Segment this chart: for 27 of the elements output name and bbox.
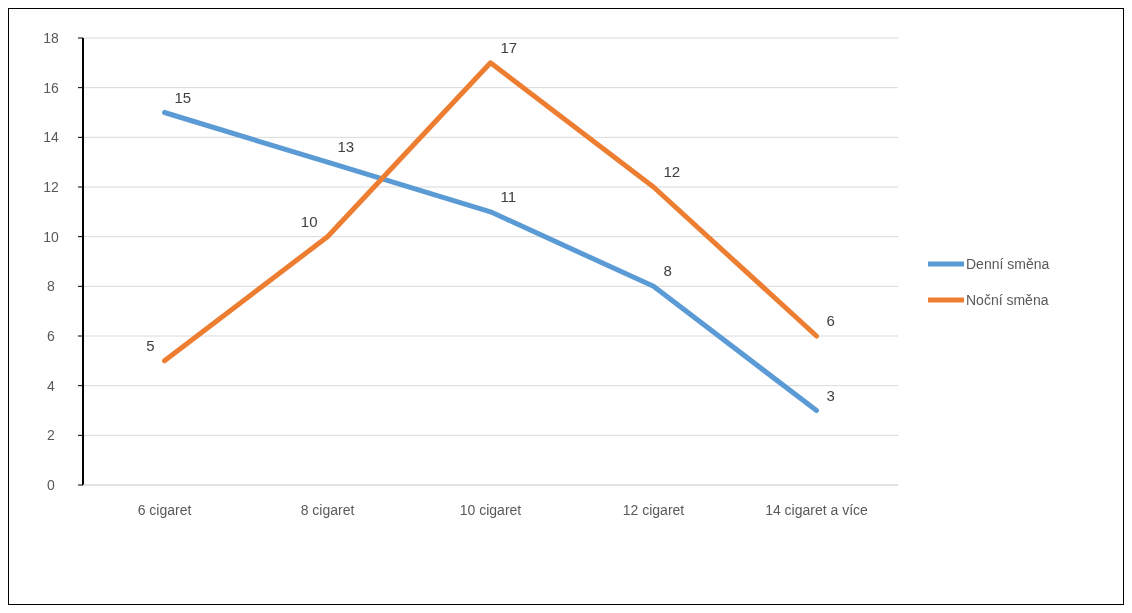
data-label: 13 <box>337 138 355 156</box>
data-label: 12 <box>663 163 681 180</box>
y-tick-label: 12 <box>43 179 59 195</box>
y-tick-label: 8 <box>47 278 56 295</box>
data-label: 6 <box>826 312 835 329</box>
x-tick-label: 12 cigaret <box>622 502 685 518</box>
y-tick-label: 6 <box>47 328 56 344</box>
data-label: 8 <box>663 262 672 280</box>
legend-label: Denní směna <box>966 256 1050 272</box>
y-tick-label: 14 <box>43 129 59 146</box>
x-tick-label: 10 cigaret <box>459 502 522 518</box>
y-tick-label: 4 <box>47 377 56 394</box>
y-tick-label: 10 <box>43 228 59 245</box>
data-label: 3 <box>826 386 835 404</box>
data-label: 15 <box>174 88 192 106</box>
y-tick-label: 2 <box>47 427 56 444</box>
y-tick-label: 0 <box>47 477 56 493</box>
data-label: 11 <box>500 187 517 205</box>
x-tick-label: 8 cigaret <box>300 502 355 518</box>
data-label: 10 <box>300 212 318 230</box>
x-tick-label: 6 cigaret <box>137 502 192 518</box>
data-label: 17 <box>500 38 518 56</box>
data-label: 5 <box>146 336 155 354</box>
y-tick-label: 18 <box>43 30 59 46</box>
legend-label: Noční směna <box>966 292 1049 308</box>
y-tick-label: 16 <box>43 79 59 96</box>
x-tick-label: 14 cigaret a více <box>765 502 869 518</box>
